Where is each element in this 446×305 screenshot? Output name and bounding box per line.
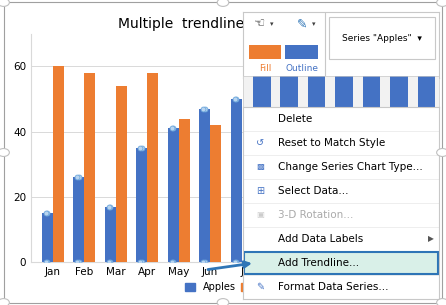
Text: ▩: ▩	[256, 162, 264, 171]
Text: ↺: ↺	[256, 138, 264, 148]
Text: Format Data Series...: Format Data Series...	[278, 282, 389, 292]
Bar	[390, 76, 408, 108]
Text: ▾: ▾	[312, 21, 315, 27]
Text: Fill: Fill	[260, 64, 272, 73]
Bar	[210, 125, 221, 262]
Text: ▶: ▶	[428, 234, 434, 243]
FancyBboxPatch shape	[330, 17, 435, 59]
Bar	[363, 76, 380, 108]
Text: Delete: Delete	[278, 114, 313, 124]
Text: Add Trendline...: Add Trendline...	[278, 258, 359, 268]
Text: ✎: ✎	[256, 282, 264, 292]
Bar	[147, 73, 158, 262]
Bar	[231, 99, 242, 262]
Bar	[73, 177, 84, 262]
Text: Multiple  trendlines: Multiple trendlines	[118, 17, 252, 31]
Bar	[116, 86, 127, 262]
Bar	[84, 73, 95, 262]
Bar	[281, 76, 298, 108]
FancyBboxPatch shape	[244, 252, 438, 274]
Bar	[42, 213, 53, 262]
Text: ✎: ✎	[297, 17, 307, 30]
Text: ⊞: ⊞	[256, 186, 264, 196]
Bar	[136, 148, 147, 262]
Bar	[199, 109, 210, 262]
Bar	[418, 76, 435, 108]
Text: Change Series Chart Type...: Change Series Chart Type...	[278, 162, 423, 172]
Text: Add Data Labels: Add Data Labels	[278, 234, 363, 244]
Bar	[105, 207, 116, 262]
Text: Reset to Match Style: Reset to Match Style	[278, 138, 386, 148]
FancyBboxPatch shape	[285, 45, 318, 59]
Bar	[335, 76, 353, 108]
Bar	[308, 76, 326, 108]
Bar	[168, 128, 179, 262]
Text: ▾: ▾	[270, 21, 273, 27]
Text: 3-D Rotation...: 3-D Rotation...	[278, 210, 354, 220]
FancyBboxPatch shape	[249, 45, 281, 59]
Text: Outline: Outline	[285, 64, 318, 73]
Bar	[179, 119, 190, 262]
Bar	[253, 76, 271, 108]
Text: Series "Apples"  ▾: Series "Apples" ▾	[343, 34, 422, 43]
Legend: Apples, O: Apples, O	[182, 278, 270, 296]
Text: Select Data...: Select Data...	[278, 186, 349, 196]
Text: ▣: ▣	[256, 210, 264, 219]
Bar	[53, 66, 64, 262]
Text: ☜: ☜	[254, 17, 265, 30]
